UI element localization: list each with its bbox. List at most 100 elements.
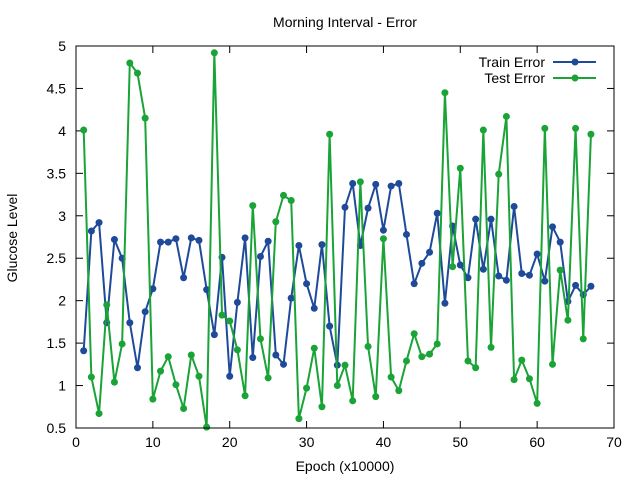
y-tick-label: 3 [58,208,66,224]
data-point-test-error [249,202,257,210]
data-point-train-error [549,223,557,231]
data-point-test-error [95,410,103,418]
data-point-train-error [203,286,211,294]
data-point-test-error [541,124,549,132]
data-point-test-error [87,373,95,381]
data-point-train-error [256,253,264,261]
data-point-test-error [203,423,211,431]
data-point-test-error [364,343,372,351]
legend-swatch-marker [571,58,579,66]
data-point-test-error [195,372,203,380]
data-point-test-error [564,316,572,324]
y-tick-label: 2.5 [47,250,67,266]
data-point-test-error [479,126,487,134]
x-tick-label: 0 [72,434,80,450]
data-point-test-error [172,381,180,389]
data-point-test-error [387,373,395,381]
y-tick-label: 5 [58,38,66,54]
data-point-test-error [187,351,195,359]
data-point-test-error [233,346,241,354]
chart-title: Morning Interval - Error [273,14,417,30]
legend-label: Train Error [479,54,546,70]
data-point-train-error [433,209,441,217]
x-tick-label: 40 [376,434,392,450]
data-point-train-error [464,274,472,282]
data-point-train-error [402,230,410,238]
data-point-train-error [241,234,249,242]
data-point-train-error [80,347,88,355]
data-point-test-error [110,378,118,386]
data-point-test-error [395,387,403,395]
data-point-test-error [133,69,141,77]
data-point-train-error [387,182,395,190]
data-point-train-error [456,261,464,269]
data-point-test-error [525,375,533,383]
data-point-train-error [510,202,518,210]
data-point-test-error [533,399,541,407]
data-point-train-error [441,299,449,307]
data-point-test-error [333,382,341,390]
data-point-test-error [418,353,426,361]
data-point-train-error [195,236,203,244]
data-point-train-error [280,360,288,368]
legend-entry-train-error: Train Error [479,54,596,70]
data-point-test-error [572,124,580,132]
data-point-train-error [326,322,334,330]
x-tick-label: 70 [606,434,622,450]
data-point-train-error [502,276,510,284]
data-point-test-error [141,114,149,122]
y-tick-label: 4 [58,123,66,139]
data-point-train-error [518,270,526,278]
data-point-train-error [310,304,318,312]
data-point-test-error [241,392,249,400]
x-tick-label: 20 [222,434,238,450]
data-point-train-error [341,203,349,211]
data-point-test-error [502,112,510,120]
data-point-train-error [172,235,180,243]
data-point-train-error [495,272,503,280]
data-point-test-error [287,196,295,204]
data-point-train-error [349,180,357,188]
data-point-train-error [556,238,564,246]
data-point-test-error [272,218,280,226]
data-point-test-error [80,126,88,134]
data-point-train-error [426,248,434,256]
data-point-train-error [587,282,595,290]
data-point-test-error [402,357,410,365]
series-test-error [80,49,595,431]
data-point-test-error [487,343,495,351]
data-point-test-error [372,393,380,401]
data-point-test-error [303,384,311,392]
data-point-train-error [95,219,103,227]
y-axis-label: Glucose Level [4,194,20,283]
data-point-test-error [587,130,595,138]
data-point-train-error [141,308,149,316]
axis-ticks: 0 10 20 30 40 50 60 70 0.5 1 1.5 2 2.5 3 3.5 4 4.5 5 [47,38,622,450]
data-point-test-error [495,170,503,178]
legend-label: Test Error [484,70,545,86]
data-point-train-error [533,250,541,258]
data-point-train-error [295,241,303,249]
data-point-test-error [126,59,134,67]
data-point-train-error [272,351,280,359]
y-tick-label: 0.5 [47,420,67,436]
y-tick-label: 4.5 [47,80,67,96]
y-tick-label: 1.5 [47,335,67,351]
x-tick-label: 50 [452,434,468,450]
data-point-train-error [525,271,533,279]
data-point-train-error [164,238,172,246]
data-point-test-error [510,376,518,384]
data-point-train-error [187,234,195,242]
y-tick-label: 2 [58,293,66,309]
data-point-train-error [410,280,418,288]
data-point-test-error [449,263,457,271]
data-point-train-error [303,280,311,288]
data-point-train-error [418,259,426,267]
x-axis-label: Epoch (x10000) [296,458,395,474]
data-point-test-error [256,335,264,343]
data-point-train-error [226,372,234,380]
plot-series [80,49,595,431]
data-point-train-error [372,180,380,188]
data-point-test-error [472,364,480,372]
